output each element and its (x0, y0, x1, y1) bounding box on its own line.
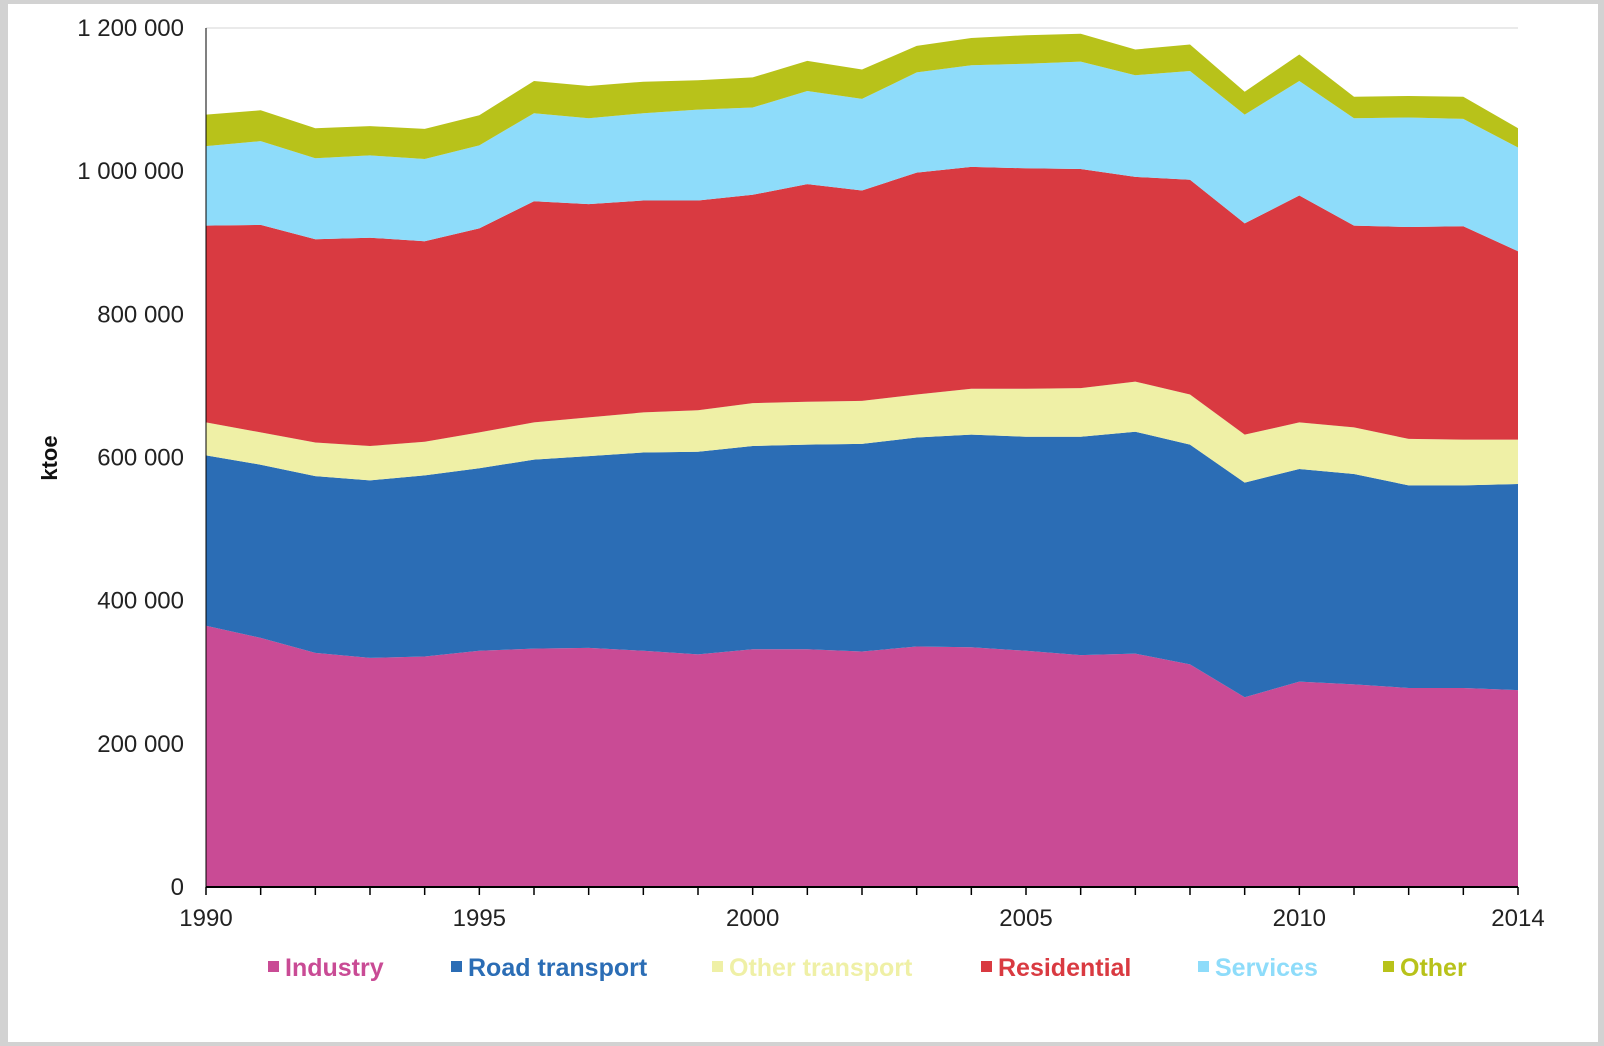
x-tick-label: 2010 (1273, 905, 1326, 932)
area-industry (206, 625, 1518, 887)
area-other-transport (206, 381, 1518, 486)
legend-label: Road transport (468, 954, 648, 982)
area-other (206, 33, 1518, 160)
y-tick-label: 800 000 (97, 301, 184, 328)
x-tick-label: 2000 (726, 905, 779, 932)
legend-label: Industry (285, 954, 384, 982)
x-tick-label: 1990 (179, 905, 232, 932)
area-residential (206, 166, 1518, 446)
legend-swatch (451, 961, 462, 972)
legend-label: Services (1215, 954, 1318, 982)
legend-label: Other (1400, 954, 1467, 982)
area-layer (206, 33, 1518, 887)
legend-swatch (268, 961, 279, 972)
legend-label: Other transport (729, 954, 913, 982)
legend-swatch (712, 961, 723, 972)
y-tick-label: 1 000 000 (77, 158, 184, 185)
area-road-transport (206, 431, 1518, 698)
y-tick-label: 600 000 (97, 445, 184, 472)
y-tick-label: 400 000 (97, 588, 184, 615)
y-tick-label: 200 000 (97, 731, 184, 758)
y-axis-label: ktoe (37, 435, 62, 480)
x-axis-ticks: 1990 1995 2000 2005 2010 2014 (179, 887, 1545, 932)
x-tick-label: 1995 (453, 905, 506, 932)
y-axis-ticks: 0 200 000 400 000 600 000 800 000 1 000 000 1 … (77, 15, 184, 901)
x-tick-label: 2014 (1491, 905, 1544, 932)
legend-swatch (1383, 961, 1394, 972)
y-tick-label: 1 200 000 (77, 15, 184, 42)
legend: Industry Road transport Other transport Res… (268, 954, 1467, 982)
area-services (206, 61, 1518, 252)
x-tick-label: 2005 (999, 905, 1052, 932)
legend-swatch (1198, 961, 1209, 972)
y-tick-label: 0 (171, 874, 184, 901)
legend-label: Residential (998, 954, 1131, 982)
legend-swatch (981, 961, 992, 972)
